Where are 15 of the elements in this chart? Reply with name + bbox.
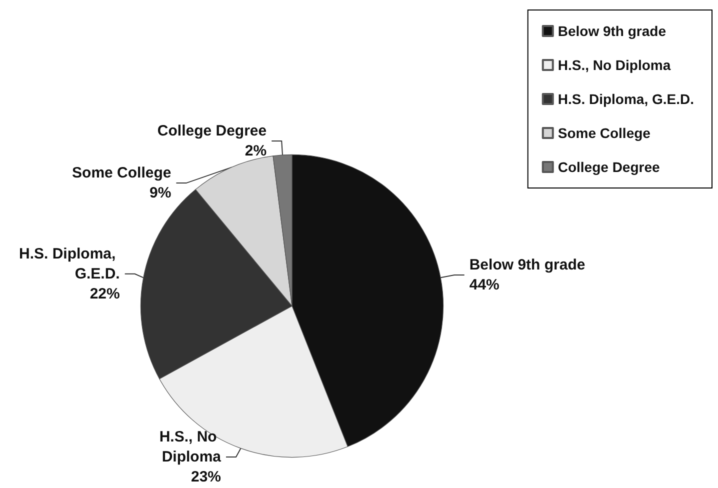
legend-label: H.S., No Diploma <box>558 57 671 73</box>
legend-label: H.S. Diploma, G.E.D. <box>558 91 694 107</box>
legend-label: Some College <box>558 125 651 141</box>
legend-label: Below 9th grade <box>558 23 666 39</box>
slice-label: H.S. Diploma, G.E.D. <box>18 245 120 282</box>
data-label: 23% <box>190 468 222 486</box>
slice-label: H.S., No Diploma <box>159 428 222 466</box>
data-label: 2% <box>244 142 267 160</box>
legend-label: College Degree <box>558 159 660 175</box>
data-label: 22% <box>90 285 120 302</box>
data-label: 9% <box>150 184 172 202</box>
data-label: 44% <box>469 276 500 294</box>
slice-label: Below 9th grade <box>469 256 586 274</box>
slice-label: College Degree <box>157 122 267 140</box>
slice-label: Some College <box>72 164 172 182</box>
